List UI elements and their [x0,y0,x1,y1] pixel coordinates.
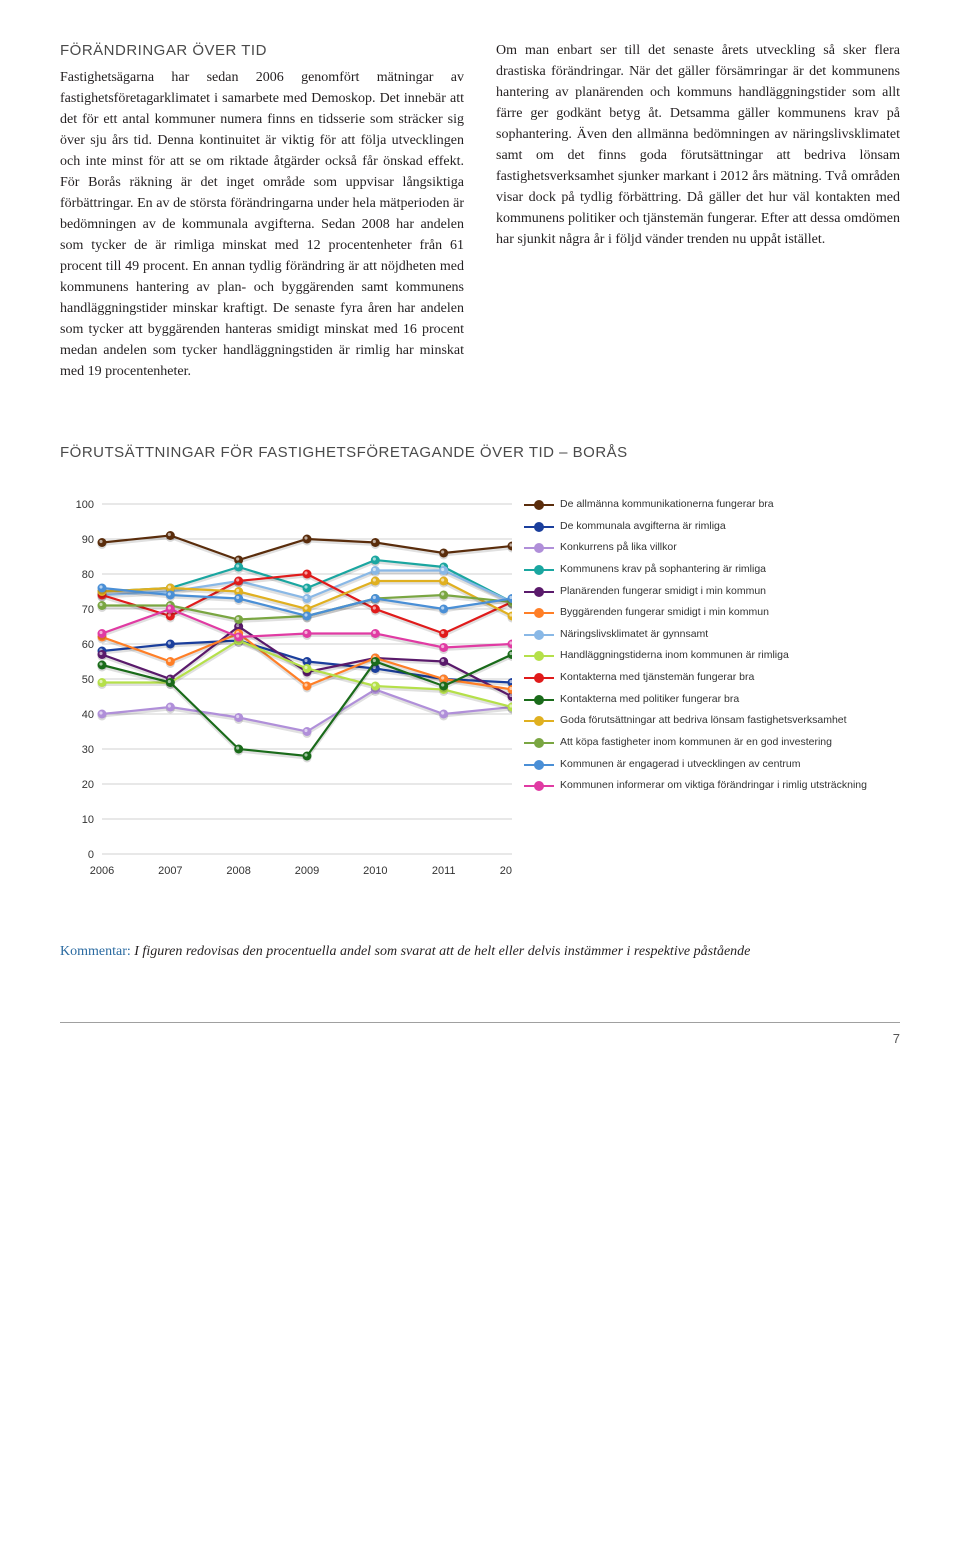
svg-text:2006: 2006 [90,865,114,877]
legend-label: Kommunen informerar om viktiga förändrin… [560,779,900,793]
legend-item: De kommunala avgifterna är rimliga [524,520,900,534]
svg-text:20: 20 [82,779,94,791]
column-left: FÖRÄNDRINGAR ÖVER TID Fastighetsägarna h… [60,40,464,382]
svg-text:100: 100 [76,499,94,511]
legend-item: Kommunen informerar om viktiga förändrin… [524,779,900,793]
legend-item: Näringslivsklimatet är gynnsamt [524,628,900,642]
svg-text:2008: 2008 [226,865,250,877]
svg-text:40: 40 [82,709,94,721]
svg-text:50: 50 [82,674,94,686]
chart-comment: Kommentar: I figuren redovisas den proce… [60,941,900,962]
body-text-right: Om man enbart ser till det senaste årets… [496,40,900,250]
legend-swatch [524,716,554,726]
legend-label: Kommunen är engagerad i utvecklingen av … [560,758,900,772]
legend-label: Konkurrens på lika villkor [560,541,900,555]
legend-swatch [524,738,554,748]
svg-text:10: 10 [82,814,94,826]
legend-item: Byggärenden fungerar smidigt i min kommu… [524,606,900,620]
body-text-left: Fastighetsägarna har sedan 2006 genomför… [60,67,464,382]
svg-text:0: 0 [88,849,94,861]
legend-swatch [524,630,554,640]
svg-text:80: 80 [82,569,94,581]
legend-label: De kommunala avgifterna är rimliga [560,520,900,534]
svg-text:70: 70 [82,604,94,616]
svg-text:60: 60 [82,639,94,651]
chart-container: 0 10 20 30 40 50 60 70 80 90 100 2006 2007 2008 2009 20… [60,494,900,891]
chart-heading: FÖRUTSÄTTNINGAR FÖR FASTIGHETSFÖRETAGAND… [60,442,900,465]
legend-swatch [524,673,554,683]
legend-label: Goda förutsättningar att bedriva lönsam … [560,714,900,728]
column-right: Om man enbart ser till det senaste årets… [496,40,900,382]
svg-text:90: 90 [82,534,94,546]
legend-item: Kontakterna med politiker fungerar bra [524,693,900,707]
legend-item: Goda förutsättningar att bedriva lönsam … [524,714,900,728]
svg-text:30: 30 [82,744,94,756]
legend-swatch [524,760,554,770]
legend-swatch [524,587,554,597]
legend-swatch [524,565,554,575]
legend-swatch [524,543,554,553]
svg-text:2011: 2011 [432,865,456,877]
svg-text:2007: 2007 [158,865,182,877]
page-number: 7 [60,1029,900,1049]
chart-legend: De allmänna kommunikationerna fungerar b… [524,494,900,801]
svg-text:2009: 2009 [295,865,319,877]
legend-item: Handläggningstiderna inom kommunen är ri… [524,649,900,663]
chart-plot: 0 10 20 30 40 50 60 70 80 90 100 2006 2007 2008 2009 20… [60,494,512,891]
svg-text:2012: 2012 [500,865,512,877]
legend-label: Näringslivsklimatet är gynnsamt [560,628,900,642]
legend-label: Byggärenden fungerar smidigt i min kommu… [560,606,900,620]
legend-swatch [524,651,554,661]
legend-item: Kommunen är engagerad i utvecklingen av … [524,758,900,772]
legend-item: Planärenden fungerar smidigt i min kommu… [524,585,900,599]
svg-text:2010: 2010 [363,865,387,877]
footer-rule [60,1022,900,1023]
legend-label: Att köpa fastigheter inom kommunen är en… [560,736,900,750]
legend-label: Planärenden fungerar smidigt i min kommu… [560,585,900,599]
comment-text: I figuren redovisas den procentuella and… [131,944,751,959]
legend-label: De allmänna kommunikationerna fungerar b… [560,498,900,512]
legend-label: Kommunens krav på sophantering är rimlig… [560,563,900,577]
legend-label: Handläggningstiderna inom kommunen är ri… [560,649,900,663]
comment-label: Kommentar: [60,944,131,959]
legend-swatch [524,522,554,532]
legend-item: Att köpa fastigheter inom kommunen är en… [524,736,900,750]
legend-label: Kontakterna med tjänstemän fungerar bra [560,671,900,685]
legend-item: Konkurrens på lika villkor [524,541,900,555]
line-chart-svg: 0 10 20 30 40 50 60 70 80 90 100 2006 2007 2008 2009 20… [60,494,512,884]
legend-label: Kontakterna med politiker fungerar bra [560,693,900,707]
legend-item: De allmänna kommunikationerna fungerar b… [524,498,900,512]
legend-item: Kommunens krav på sophantering är rimlig… [524,563,900,577]
legend-swatch [524,695,554,705]
section-heading: FÖRÄNDRINGAR ÖVER TID [60,40,464,63]
legend-swatch [524,500,554,510]
legend-item: Kontakterna med tjänstemän fungerar bra [524,671,900,685]
legend-swatch [524,781,554,791]
legend-swatch [524,608,554,618]
body-columns: FÖRÄNDRINGAR ÖVER TID Fastighetsägarna h… [60,40,900,382]
